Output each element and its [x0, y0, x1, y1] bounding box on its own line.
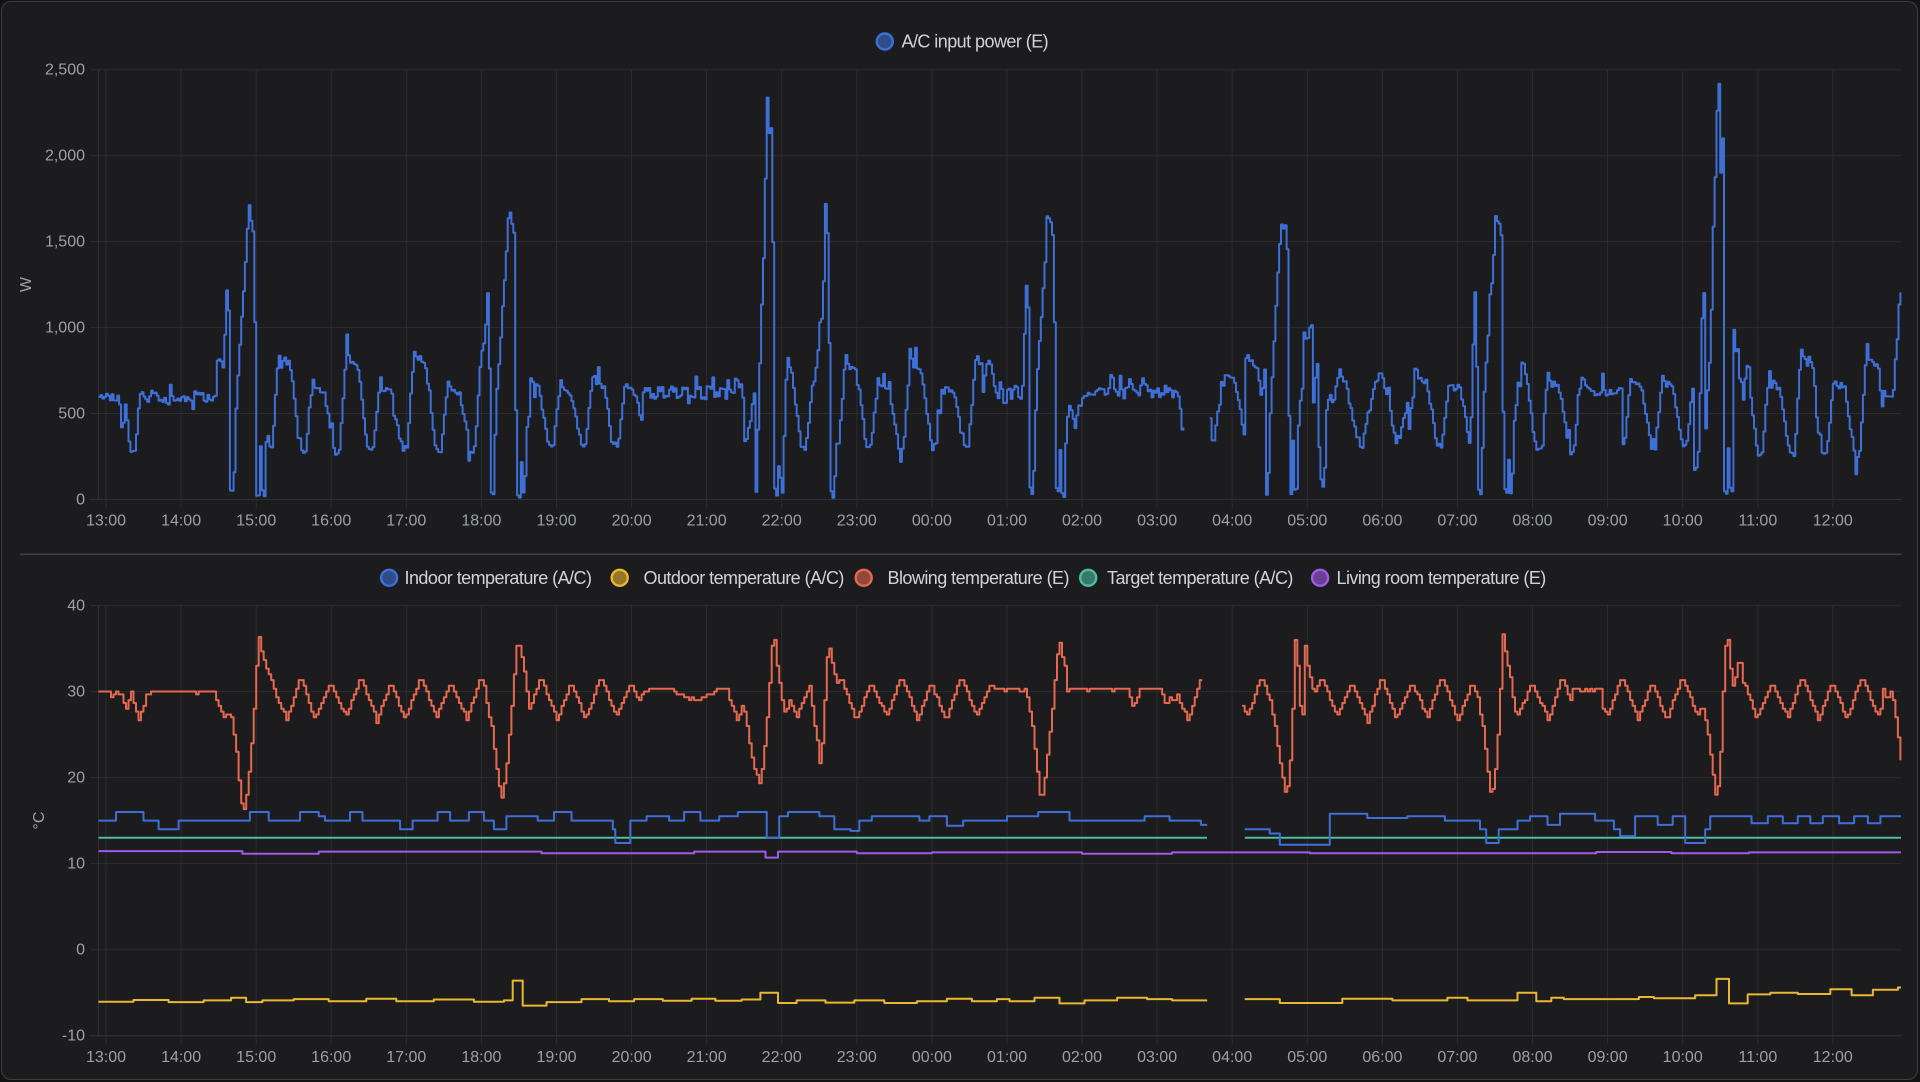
- svg-text:18:00: 18:00: [461, 1049, 501, 1066]
- svg-text:13:00: 13:00: [86, 1049, 126, 1066]
- svg-text:Living room temperature (E): Living room temperature (E): [1337, 568, 1546, 588]
- svg-text:0: 0: [76, 492, 85, 509]
- svg-text:16:00: 16:00: [311, 1049, 351, 1066]
- svg-text:22:00: 22:00: [762, 1049, 802, 1066]
- svg-text:12:00: 12:00: [1813, 513, 1853, 530]
- svg-text:15:00: 15:00: [236, 1049, 276, 1066]
- svg-text:17:00: 17:00: [386, 1049, 426, 1066]
- svg-text:10: 10: [67, 856, 85, 873]
- svg-text:01:00: 01:00: [987, 1049, 1027, 1066]
- svg-text:22:00: 22:00: [762, 513, 802, 530]
- svg-text:500: 500: [58, 406, 85, 423]
- svg-text:-10: -10: [62, 1028, 85, 1045]
- svg-text:20:00: 20:00: [612, 1049, 652, 1066]
- svg-text:09:00: 09:00: [1588, 1049, 1628, 1066]
- svg-text:09:00: 09:00: [1588, 513, 1628, 530]
- svg-text:08:00: 08:00: [1512, 513, 1552, 530]
- svg-text:14:00: 14:00: [161, 1049, 201, 1066]
- svg-text:03:00: 03:00: [1137, 1049, 1177, 1066]
- svg-text:11:00: 11:00: [1738, 513, 1777, 530]
- svg-text:Outdoor temperature (A/C): Outdoor temperature (A/C): [644, 568, 844, 588]
- svg-text:14:00: 14:00: [161, 513, 201, 530]
- svg-text:40: 40: [67, 598, 85, 615]
- svg-text:20: 20: [67, 770, 85, 787]
- svg-text:07:00: 07:00: [1437, 1049, 1477, 1066]
- svg-text:21:00: 21:00: [687, 1049, 727, 1066]
- svg-text:2,500: 2,500: [45, 62, 85, 79]
- svg-text:02:00: 02:00: [1062, 1049, 1102, 1066]
- svg-text:2,000: 2,000: [45, 148, 85, 165]
- svg-text:23:00: 23:00: [837, 513, 877, 530]
- svg-text:08:00: 08:00: [1512, 1049, 1552, 1066]
- svg-text:°C: °C: [31, 812, 48, 830]
- svg-text:Indoor temperature (A/C): Indoor temperature (A/C): [405, 568, 592, 588]
- svg-text:0: 0: [76, 942, 85, 959]
- svg-text:23:00: 23:00: [837, 1049, 877, 1066]
- svg-text:06:00: 06:00: [1362, 513, 1402, 530]
- svg-text:30: 30: [67, 684, 85, 701]
- svg-text:12:00: 12:00: [1813, 1049, 1853, 1066]
- svg-text:Blowing temperature (E): Blowing temperature (E): [888, 568, 1069, 588]
- svg-text:16:00: 16:00: [311, 513, 351, 530]
- svg-text:06:00: 06:00: [1362, 1049, 1402, 1066]
- svg-text:05:00: 05:00: [1287, 1049, 1327, 1066]
- svg-text:00:00: 00:00: [912, 1049, 952, 1066]
- svg-text:1,000: 1,000: [45, 320, 85, 337]
- svg-text:18:00: 18:00: [461, 513, 501, 530]
- svg-text:03:00: 03:00: [1137, 513, 1177, 530]
- svg-text:10:00: 10:00: [1663, 513, 1703, 530]
- svg-text:19:00: 19:00: [536, 1049, 576, 1066]
- svg-text:04:00: 04:00: [1212, 1049, 1252, 1066]
- svg-text:15:00: 15:00: [236, 513, 276, 530]
- svg-text:05:00: 05:00: [1287, 513, 1327, 530]
- svg-text:Target temperature (A/C): Target temperature (A/C): [1107, 568, 1293, 588]
- svg-text:00:00: 00:00: [912, 513, 952, 530]
- svg-text:A/C input power (E): A/C input power (E): [902, 32, 1049, 52]
- svg-text:11:00: 11:00: [1738, 1049, 1777, 1066]
- svg-text:19:00: 19:00: [536, 513, 576, 530]
- svg-text:10:00: 10:00: [1663, 1049, 1703, 1066]
- svg-text:02:00: 02:00: [1062, 513, 1102, 530]
- svg-text:04:00: 04:00: [1212, 513, 1252, 530]
- svg-text:1,500: 1,500: [45, 234, 85, 251]
- svg-text:20:00: 20:00: [612, 513, 652, 530]
- svg-text:W: W: [18, 276, 35, 292]
- svg-text:21:00: 21:00: [687, 513, 727, 530]
- svg-text:07:00: 07:00: [1437, 513, 1477, 530]
- svg-text:17:00: 17:00: [386, 513, 426, 530]
- svg-text:01:00: 01:00: [987, 513, 1027, 530]
- svg-text:13:00: 13:00: [86, 513, 126, 530]
